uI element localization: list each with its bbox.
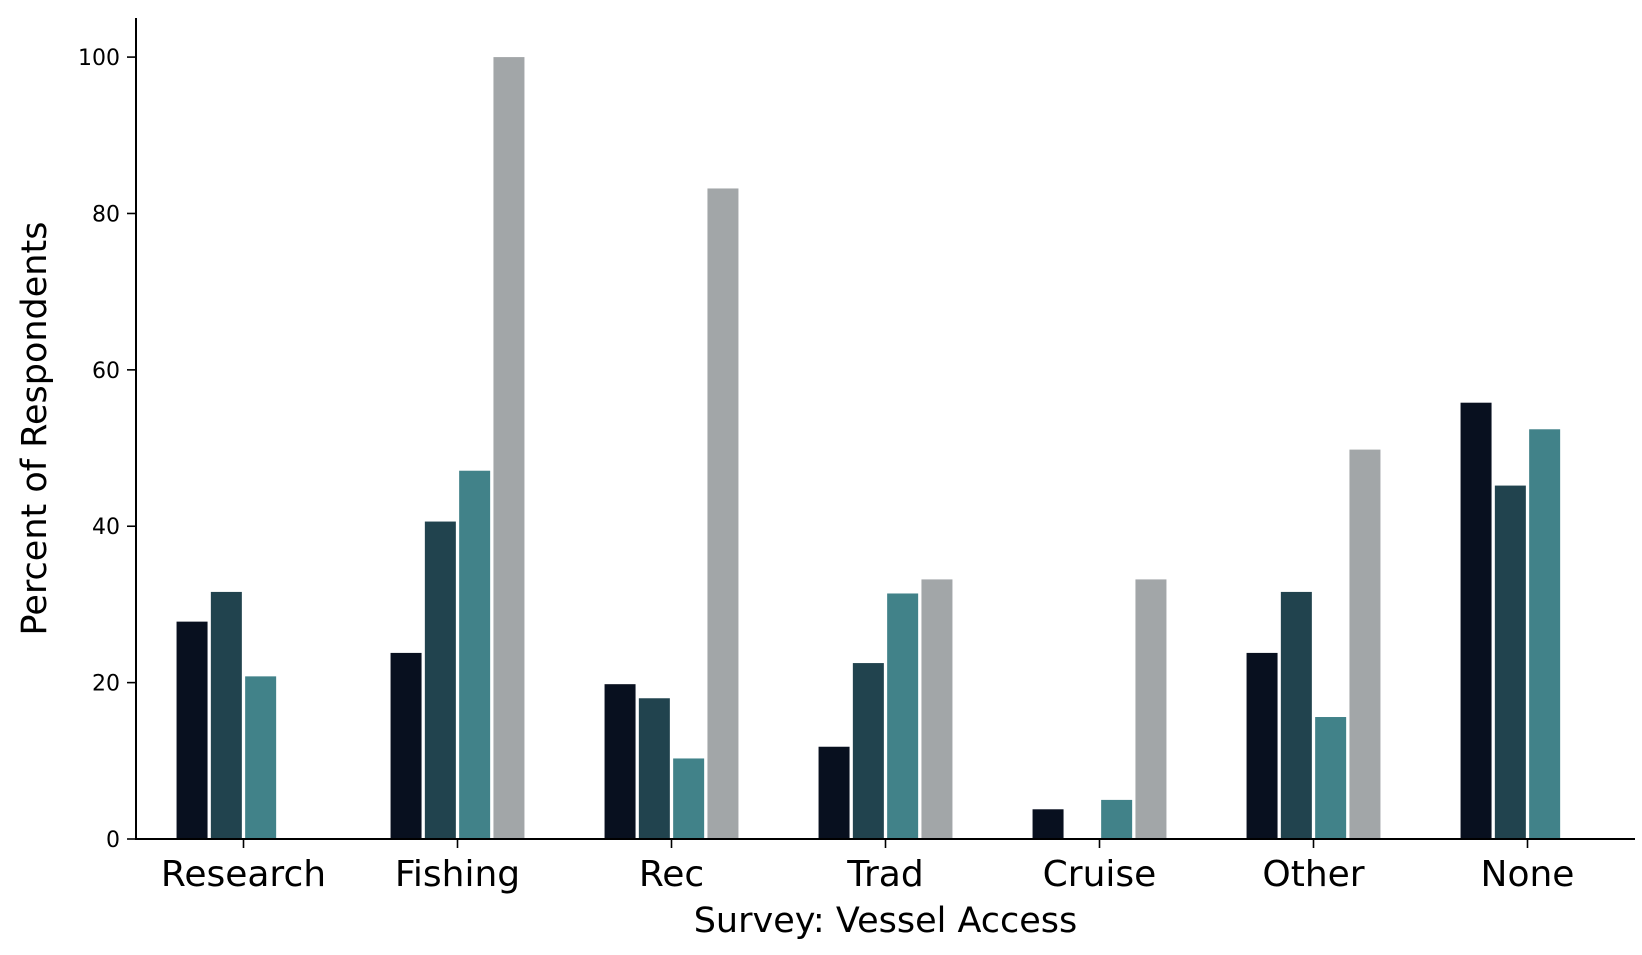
y-tick-label: 20 bbox=[92, 672, 120, 697]
bar-rec-2 bbox=[638, 698, 670, 839]
bar-rec-1 bbox=[604, 684, 636, 839]
y-tick-label: 40 bbox=[92, 515, 120, 540]
bar-trad-3 bbox=[887, 593, 919, 839]
y-tick-label: 80 bbox=[92, 202, 120, 227]
x-tick-label: None bbox=[1481, 854, 1575, 895]
x-tick-label: Trad bbox=[846, 854, 923, 895]
bar-other-2 bbox=[1280, 591, 1312, 839]
bar-trad-4 bbox=[921, 579, 953, 839]
bars-layer bbox=[176, 57, 1561, 840]
x-axis-title: Survey: Vessel Access bbox=[694, 901, 1078, 941]
bar-none-2 bbox=[1494, 485, 1526, 839]
bar-research-2 bbox=[210, 591, 242, 839]
bar-cruise-3 bbox=[1101, 799, 1133, 839]
bar-fishing-4 bbox=[493, 57, 525, 840]
bar-fishing-2 bbox=[424, 521, 456, 839]
bar-rec-4 bbox=[707, 188, 739, 839]
bar-cruise-4 bbox=[1135, 579, 1167, 839]
x-tick-label: Cruise bbox=[1043, 854, 1157, 895]
bar-fishing-3 bbox=[459, 470, 491, 839]
axes-layer: 0 20 40 60 80 100 Research Fishing Rec Trad Cruise… bbox=[78, 18, 1635, 895]
x-tick-label: Research bbox=[161, 854, 326, 895]
y-tick-label: 60 bbox=[92, 359, 120, 384]
bar-other-1 bbox=[1246, 652, 1278, 839]
bar-other-3 bbox=[1315, 717, 1347, 839]
y-tick-label: 0 bbox=[106, 828, 120, 853]
bar-research-1 bbox=[176, 621, 208, 839]
bar-none-1 bbox=[1460, 402, 1492, 839]
bar-cruise-1 bbox=[1032, 809, 1064, 839]
y-tick-label: 100 bbox=[78, 46, 120, 71]
bar-trad-1 bbox=[818, 746, 850, 839]
bar-rec-3 bbox=[673, 758, 705, 839]
y-axis-title: Percent of Respondents bbox=[15, 222, 55, 636]
x-tick-label: Other bbox=[1262, 854, 1364, 895]
bar-trad-2 bbox=[852, 663, 884, 839]
x-tick-label: Fishing bbox=[395, 854, 520, 895]
x-tick-label: Rec bbox=[639, 854, 704, 895]
bar-other-4 bbox=[1349, 449, 1381, 839]
bar-fishing-1 bbox=[390, 652, 422, 839]
bar-research-3 bbox=[245, 676, 277, 839]
bar-none-3 bbox=[1529, 429, 1561, 839]
